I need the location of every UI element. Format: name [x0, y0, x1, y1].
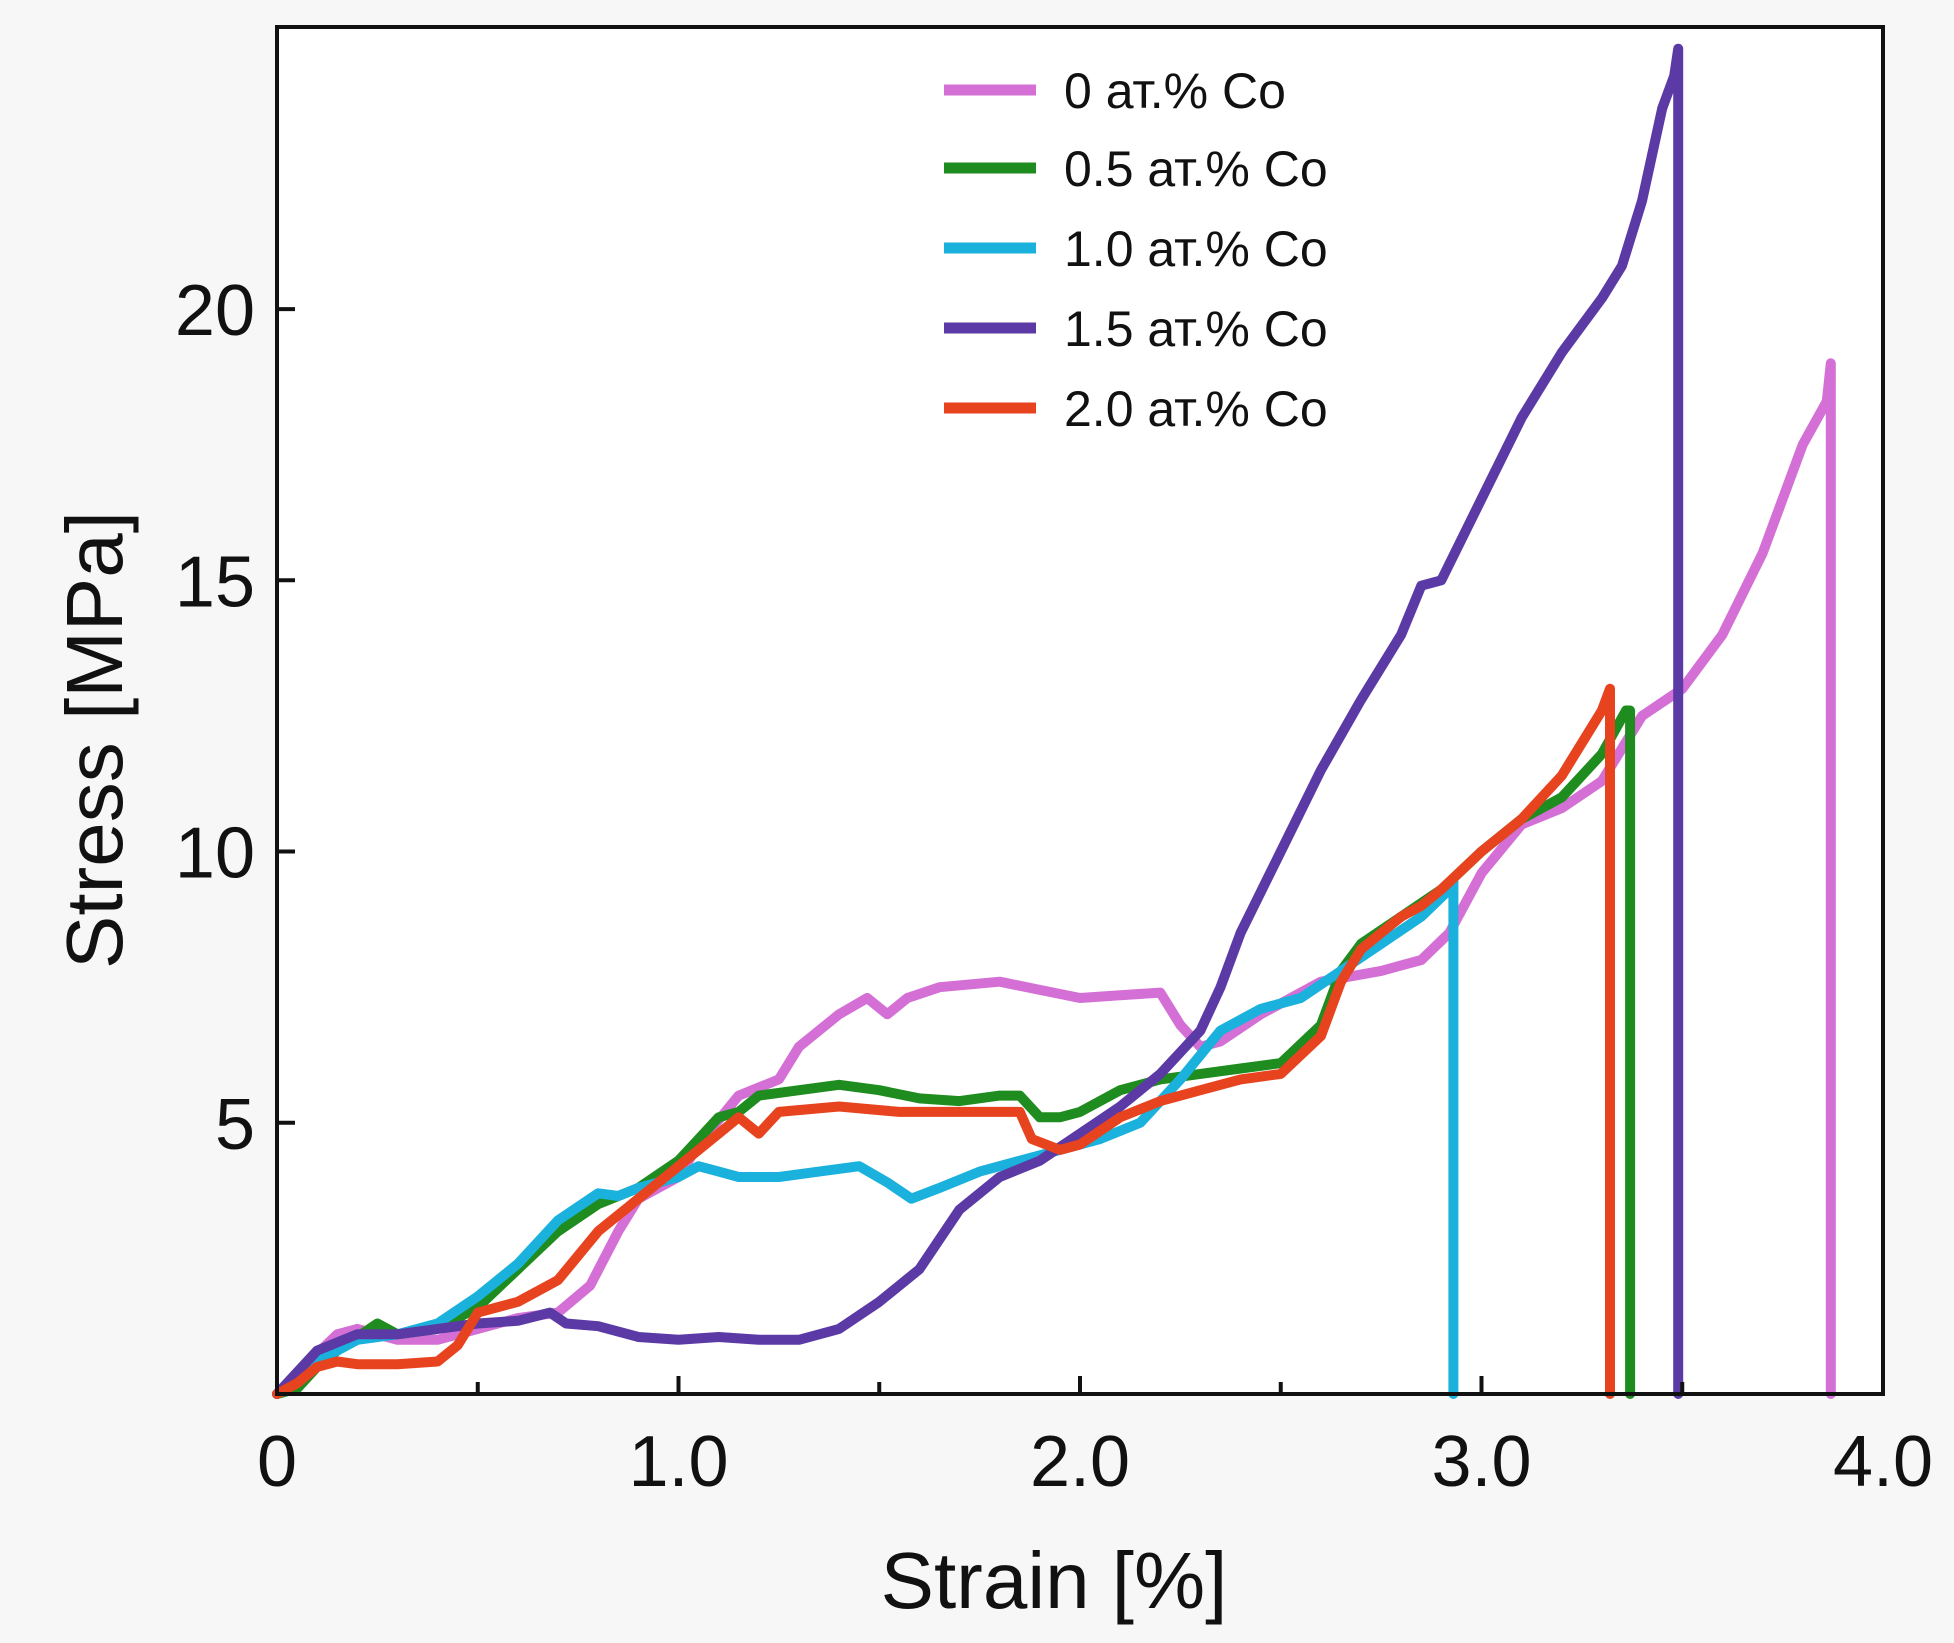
x-tick-label: 0 — [257, 1422, 297, 1502]
legend: 0 ат.% Co 0.5 ат.% Co 1.0 ат.% Co 1.5 ат… — [944, 63, 1328, 437]
legend-label: 0.5 ат.% Co — [1064, 141, 1328, 197]
y-tick-label: 20 — [175, 271, 255, 351]
x-tick-label: 3.0 — [1431, 1422, 1531, 1502]
legend-label: 1.0 ат.% Co — [1064, 221, 1328, 277]
series-line-2 — [272, 873, 1459, 1399]
plot-area — [277, 27, 1883, 1394]
legend-entry: 0.5 ат.% Co — [944, 141, 1328, 197]
x-tick-label: 1.0 — [628, 1422, 728, 1502]
legend-label: 1.5 ат.% Co — [1064, 301, 1328, 357]
x-tick-label: 4.0 — [1833, 1422, 1933, 1502]
y-tick-label: 5 — [215, 1085, 255, 1165]
legend-label: 0 ат.% Co — [1064, 63, 1286, 119]
series-layer — [272, 43, 1836, 1399]
legend-entry: 1.0 ат.% Co — [944, 221, 1328, 277]
series-line-4 — [272, 683, 1615, 1399]
legend-label: 2.0 ат.% Co — [1064, 381, 1328, 437]
legend-entry: 1.5 ат.% Co — [944, 301, 1328, 357]
legend-entry: 2.0 ат.% Co — [944, 381, 1328, 437]
legend-entry: 0 ат.% Co — [944, 63, 1286, 119]
x-axis-title: Strain [%] — [881, 1536, 1228, 1625]
y-tick-label: 10 — [175, 814, 255, 894]
tick-layer: 0 1.0 2.0 3.0 4.0 5 10 15 20 — [175, 271, 1933, 1502]
y-axis-title: Stress [MPa] — [50, 511, 139, 969]
y-tick-label: 15 — [175, 542, 255, 622]
x-tick-label: 2.0 — [1030, 1422, 1130, 1502]
